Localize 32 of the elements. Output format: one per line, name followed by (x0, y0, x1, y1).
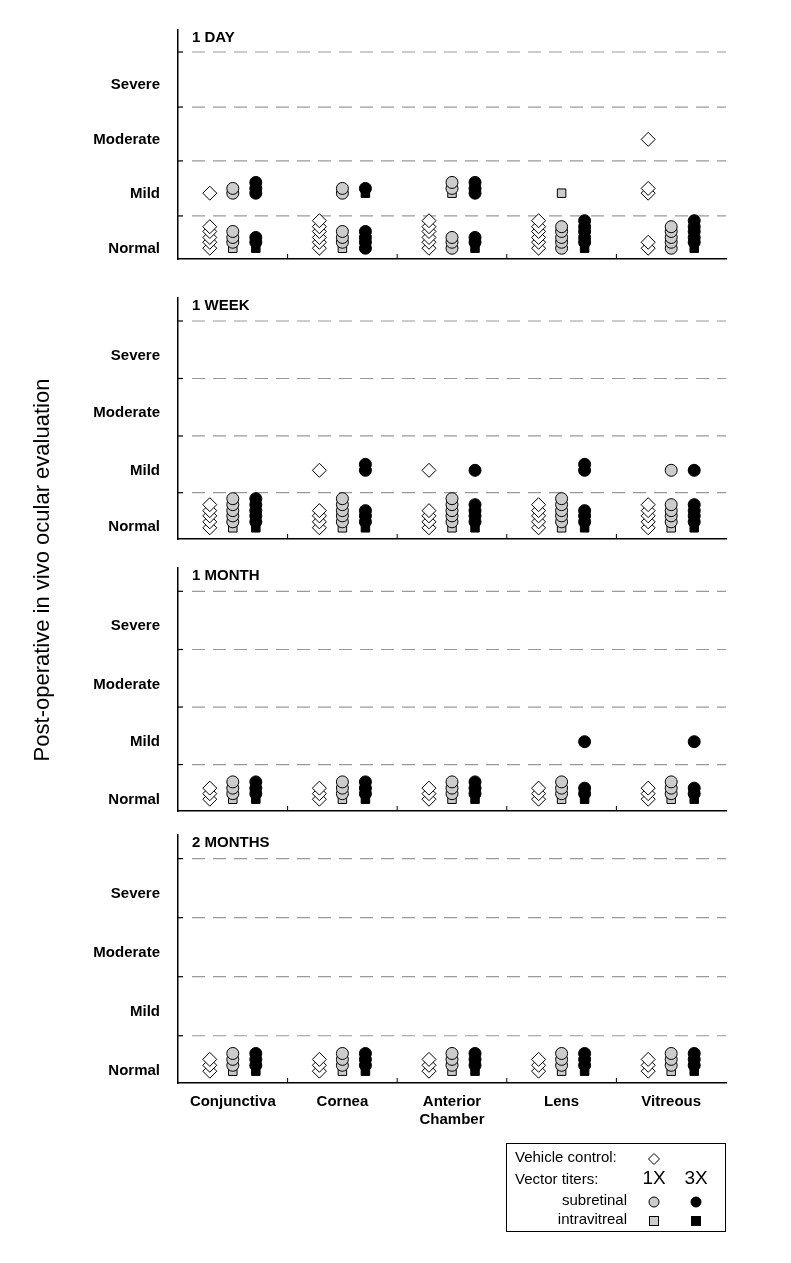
chart-title: 1 MONTH (192, 566, 260, 584)
text: 3X (683, 1167, 709, 1189)
legend-title: Vector titers: (515, 1169, 600, 1187)
ref-line-label: Normal (108, 1061, 160, 1079)
text: 1X (641, 1167, 667, 1189)
ref-line-label: Mild (130, 460, 160, 478)
ref-line-label: Severe (110, 616, 160, 634)
legend-label: subretinal (560, 1191, 628, 1208)
ref-line-label: Normal (108, 239, 160, 257)
y-axis-title: Post-operative in vivo ocular evaluation (29, 378, 55, 762)
ref-line-label: Moderate (93, 130, 160, 148)
ref-line-label: Mild (130, 1002, 160, 1020)
x-tick-label: Vitreous (641, 1092, 702, 1110)
x-tick-label: Anterior Chamber (419, 1092, 485, 1128)
ref-line-label: Moderate (93, 943, 160, 961)
ref-line-label: Severe (110, 884, 160, 902)
ref-line-label: Moderate (93, 674, 160, 692)
x-tick-label: Conjunctiva (189, 1092, 277, 1110)
x-tick-label: Cornea (316, 1092, 369, 1110)
ref-line-label: Mild (130, 184, 160, 202)
ref-line-label: Severe (110, 345, 160, 363)
ref-line-label: Normal (108, 789, 160, 807)
ref-line-label: Mild (130, 732, 160, 750)
ref-line-label: Moderate (93, 403, 160, 421)
chart-title: 1 DAY (192, 28, 235, 46)
chart-title: 1 WEEK (192, 296, 250, 314)
ref-line-label: Normal (108, 517, 160, 535)
ref-line-label: Severe (110, 75, 160, 93)
x-tick-label: Lens (544, 1092, 580, 1110)
legend-label: intravitreal (556, 1210, 628, 1227)
legend-label: Vehicle control: (515, 1148, 618, 1165)
chart-title: 2 MONTHS (192, 833, 270, 851)
